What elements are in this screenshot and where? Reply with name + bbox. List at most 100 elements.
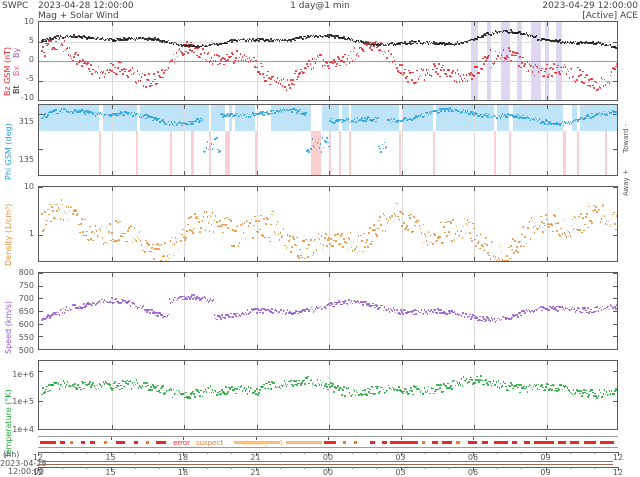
panel-mag[interactable]	[38, 21, 618, 101]
data-point	[524, 236, 527, 239]
data-point	[142, 37, 145, 39]
data-point	[298, 310, 300, 313]
data-point	[540, 67, 543, 70]
data-point	[90, 238, 93, 240]
data-point	[237, 315, 240, 318]
data-point	[99, 301, 102, 304]
data-point	[243, 54, 246, 57]
mag-ytick-0: 0	[28, 55, 34, 64]
data-point	[527, 227, 530, 229]
data-point	[105, 226, 108, 229]
data-point	[282, 39, 285, 42]
data-point	[56, 35, 59, 38]
data-point	[182, 392, 185, 395]
data-point	[482, 115, 484, 118]
data-point	[495, 116, 498, 119]
data-point	[603, 113, 606, 115]
data-point	[423, 309, 426, 312]
data-point	[295, 70, 297, 72]
data-point	[150, 308, 152, 311]
data-point	[442, 64, 444, 67]
data-point	[65, 34, 68, 37]
data-point	[277, 111, 280, 113]
data-point	[203, 211, 206, 213]
data-point	[364, 246, 366, 248]
data-point	[420, 232, 423, 234]
data-point	[273, 309, 276, 312]
data-point	[449, 220, 451, 223]
density-axis-title: Density (1/cm³)	[4, 203, 13, 266]
tick-mark	[256, 187, 258, 191]
data-point	[320, 384, 323, 386]
time-minor-tick	[521, 452, 523, 454]
data-point	[42, 230, 44, 233]
data-point	[73, 53, 76, 55]
data-point	[577, 307, 580, 310]
data-point	[276, 39, 279, 41]
data-point	[380, 42, 383, 44]
data-point	[533, 119, 536, 121]
data-point	[479, 114, 481, 117]
data-point	[616, 47, 617, 49]
data-point	[171, 243, 174, 246]
data-point	[476, 112, 478, 115]
data-point	[570, 68, 573, 70]
data-point	[214, 317, 217, 320]
data-point	[174, 121, 177, 124]
data-point	[122, 300, 124, 302]
data-point	[62, 307, 65, 310]
data-point	[515, 54, 517, 57]
data-point	[293, 108, 295, 110]
data-gap	[225, 105, 229, 132]
data-point	[289, 251, 292, 254]
data-point	[573, 216, 576, 218]
data-point	[243, 114, 246, 116]
data-point	[169, 388, 172, 391]
data-point	[344, 38, 347, 41]
panel-speed[interactable]	[38, 272, 618, 350]
data-point	[565, 307, 568, 310]
data-point	[592, 209, 594, 212]
data-point	[584, 391, 586, 394]
data-point	[144, 239, 147, 242]
data-point	[97, 301, 100, 303]
data-point	[584, 117, 586, 119]
data-point	[216, 225, 219, 228]
gridline-vertical	[329, 187, 330, 261]
panel-temperature[interactable]	[38, 360, 618, 430]
data-point	[433, 390, 436, 393]
data-point	[104, 73, 107, 76]
data-point	[87, 37, 89, 39]
data-point	[135, 36, 138, 39]
data-point	[206, 53, 209, 56]
data-point	[520, 66, 522, 69]
data-point	[313, 35, 316, 38]
data-point	[354, 394, 357, 397]
panel-density[interactable]	[38, 186, 618, 262]
data-point	[223, 63, 225, 66]
data-point	[426, 244, 429, 246]
data-point	[215, 394, 218, 397]
data-point	[423, 115, 426, 118]
data-point	[322, 244, 325, 246]
data-point	[63, 107, 66, 110]
time-tick-mark	[38, 467, 39, 471]
panel-phi[interactable]	[38, 104, 618, 176]
data-point	[445, 73, 447, 75]
data-point	[112, 238, 114, 241]
data-quality-strip[interactable]: error suspect density < 1	[38, 436, 618, 448]
data-point	[489, 34, 492, 36]
data-point	[151, 247, 153, 250]
data-point	[151, 116, 153, 118]
data-point	[59, 109, 62, 112]
data-point	[321, 65, 324, 67]
data-point	[336, 233, 338, 236]
data-point	[282, 78, 285, 80]
quality-flag-suspect	[354, 441, 357, 444]
data-point	[121, 387, 123, 390]
data-point	[278, 311, 281, 314]
data-point	[460, 230, 463, 232]
data-point	[80, 60, 82, 63]
sector-stripe-away	[209, 131, 211, 175]
data-point	[347, 387, 350, 389]
